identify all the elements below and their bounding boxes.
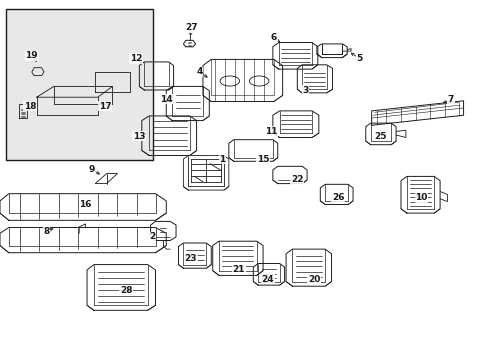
Text: 1: 1: [219, 154, 225, 163]
Text: 27: 27: [185, 23, 198, 32]
Text: 10: 10: [414, 193, 427, 202]
Text: 18: 18: [24, 102, 37, 111]
Text: 5: 5: [356, 54, 362, 63]
Text: 19: 19: [25, 51, 38, 60]
Text: 13: 13: [133, 132, 145, 140]
Bar: [6, 9, 152, 160]
Text: 14: 14: [160, 94, 172, 104]
Text: 8: 8: [43, 227, 49, 236]
Text: 2: 2: [149, 233, 155, 241]
Text: 25: 25: [373, 132, 386, 140]
Text: 21: 21: [232, 265, 244, 274]
Text: 16: 16: [79, 200, 92, 209]
Text: 11: 11: [264, 127, 277, 136]
Text: 15: 15: [256, 154, 269, 163]
Text: 4: 4: [196, 68, 203, 77]
Text: 28: 28: [120, 287, 132, 295]
Text: 7: 7: [447, 95, 453, 104]
Text: 6: 6: [270, 33, 276, 42]
Text: 22: 22: [290, 175, 303, 184]
Text: 26: 26: [331, 193, 344, 202]
Text: 17: 17: [99, 102, 111, 111]
Text: 3: 3: [302, 86, 308, 95]
Text: 23: 23: [184, 254, 197, 263]
Text: 9: 9: [88, 165, 95, 174]
Text: 20: 20: [307, 274, 320, 284]
Text: 24: 24: [261, 274, 274, 284]
Text: 12: 12: [129, 54, 142, 63]
